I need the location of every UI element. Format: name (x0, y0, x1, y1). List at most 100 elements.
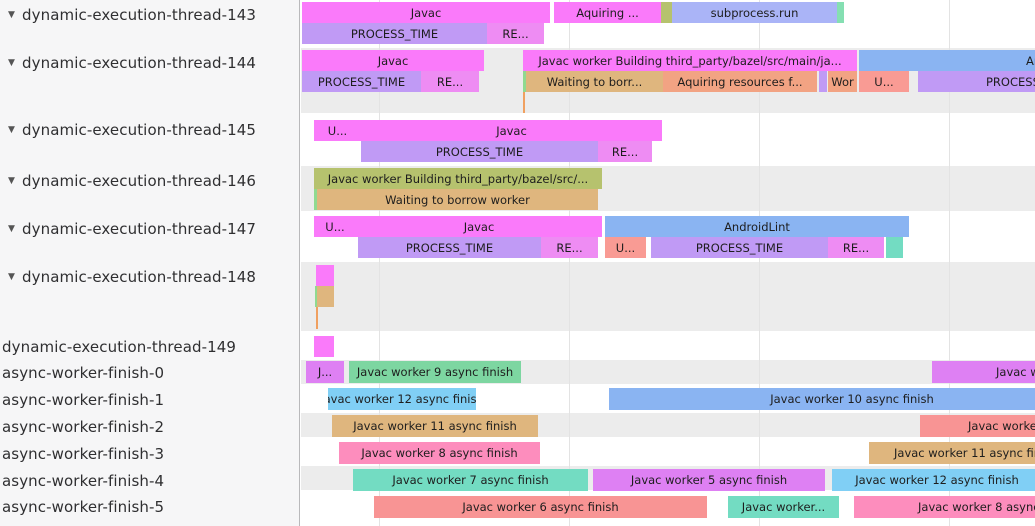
slice-label: RE... (611, 144, 639, 159)
slice-label: RE... (842, 240, 870, 255)
timeline-slice[interactable]: Javac worker 10 async finish (609, 388, 1035, 410)
slice-label: Javac (410, 5, 442, 20)
timeline-slice[interactable]: PROCESS_TIME (358, 237, 541, 258)
slice-label: Aquiring resources f... (677, 74, 803, 89)
timeline-slice[interactable]: Waiting to borr... (526, 71, 663, 92)
slice-label: Javac worker 5 async finish (630, 473, 788, 487)
track-label-row[interactable]: ▼ dynamic-execution-thread-144 (0, 53, 298, 73)
timeline-slice[interactable]: AndroidLint (605, 216, 909, 237)
timeline-slice[interactable]: Javac worker (920, 415, 1035, 437)
timeline-slice[interactable]: PROCESS_TIME (302, 23, 487, 44)
timeline-slice[interactable] (316, 265, 334, 286)
track-name-label: dynamic-execution-thread-149 (2, 338, 237, 356)
slice-label: U... (874, 74, 894, 89)
timeline-slice[interactable]: Javac worker 9 async finish (349, 361, 521, 383)
track-name-label: dynamic-execution-thread-146 (22, 172, 257, 190)
timeline-slice[interactable] (819, 71, 827, 92)
slice-label: Javac worker... (741, 500, 826, 514)
timeline-slice[interactable] (314, 336, 334, 357)
timeline-slice[interactable]: Javac worker 5 async finish (593, 469, 825, 491)
timeline-slice[interactable]: RE... (828, 237, 884, 258)
track-name-label: dynamic-execution-thread-143 (22, 6, 257, 24)
timeline-slice[interactable] (523, 92, 525, 113)
timeline-slice[interactable]: Aquiring ... (554, 2, 661, 23)
timeline-slice[interactable]: U... (859, 71, 909, 92)
timeline-slice[interactable]: Javac worker (932, 361, 1035, 383)
timeline-slice[interactable]: Javac (361, 120, 662, 141)
track-label-row[interactable]: dynamic-execution-thread-149 (0, 337, 300, 357)
time-gridline (759, 0, 760, 526)
slice-label: RE... (556, 240, 583, 255)
timeline-slice[interactable]: Javac (302, 50, 484, 71)
track-label-row[interactable]: ▼ dynamic-execution-thread-147 (0, 219, 298, 239)
timeline-slice[interactable]: Javac worker... (728, 496, 839, 518)
timeline-slice[interactable] (661, 2, 672, 23)
timeline-slice[interactable] (886, 237, 903, 258)
track-name-sidebar: ▼ dynamic-execution-thread-143 ▼ dynamic-ex… (0, 0, 300, 526)
timeline-slice[interactable]: RE... (598, 141, 652, 162)
timeline-slice[interactable]: Javac worker 8 async finish (854, 496, 1035, 518)
track-label-row[interactable]: async-worker-finish-5 (0, 497, 300, 517)
collapse-arrow-icon[interactable]: ▼ (8, 272, 15, 282)
time-gridline (569, 0, 570, 526)
slice-label: U... (327, 123, 348, 138)
timeline-slice[interactable]: RE... (541, 237, 598, 258)
track-name-label: dynamic-execution-thread-147 (22, 220, 257, 238)
track-label-row[interactable]: async-worker-finish-0 (0, 363, 300, 383)
collapse-arrow-icon[interactable]: ▼ (8, 176, 15, 186)
timeline-slice[interactable]: Javac worker 7 async finish (353, 469, 588, 491)
timeline-slice[interactable]: U... (314, 216, 356, 237)
timeline-slice[interactable]: Javac worker 12 async finish (832, 469, 1035, 491)
track-label-row[interactable]: ▼ dynamic-execution-thread-146 (0, 171, 298, 191)
slice-label: Javac worker 11 async finish (894, 446, 1035, 460)
timeline-slice[interactable] (314, 189, 317, 210)
timeline-slice[interactable]: PROCESS_TIME (918, 71, 1035, 92)
timeline-slice[interactable]: Javac (356, 216, 602, 237)
timeline-slice[interactable]: Javac worker 8 async finish (339, 442, 540, 464)
slice-label: Javac worker 12 async finish (855, 473, 1019, 487)
timeline-slice[interactable]: U... (605, 237, 646, 258)
timeline-slice[interactable]: Javac worker 12 async finish (328, 388, 476, 410)
track-label-row[interactable]: async-worker-finish-1 (0, 390, 300, 410)
timeline-slice[interactable]: PROCESS_TIME (302, 71, 421, 92)
timeline-slice[interactable]: PROCESS_TIME (651, 237, 828, 258)
timeline-slice[interactable]: Wor (828, 71, 857, 92)
timeline-slice[interactable] (523, 71, 526, 92)
timeline-slice[interactable]: RE... (487, 23, 544, 44)
timeline-slice[interactable]: Javac worker 11 async finish (332, 415, 538, 437)
track-label-row[interactable]: ▼ dynamic-execution-thread-148 (0, 267, 298, 287)
track-label-row[interactable]: ▼ dynamic-execution-thread-145 (0, 120, 298, 140)
slice-label: subprocess.run (710, 5, 799, 20)
timeline-slice[interactable]: AndroidLint (859, 50, 1035, 71)
timeline-slice[interactable]: Javac worker Building third_party/bazel/… (314, 168, 602, 189)
timeline-slice[interactable] (315, 286, 317, 307)
timeline-slice[interactable]: J... (306, 361, 344, 383)
timeline-slice[interactable]: Javac worker 11 async finish (869, 442, 1035, 464)
timeline-slice[interactable]: PROCESS_TIME (361, 141, 598, 162)
timeline-slice[interactable]: Javac worker 6 async finish (374, 496, 707, 518)
collapse-arrow-icon[interactable]: ▼ (8, 224, 15, 234)
timeline-slice[interactable]: Javac worker Building third_party/bazel/… (523, 50, 857, 71)
timeline-slice[interactable]: U... (314, 120, 361, 141)
track-label-row[interactable]: async-worker-finish-3 (0, 444, 300, 464)
timeline-slice[interactable] (837, 2, 844, 23)
slice-label: Waiting to borr... (546, 74, 643, 89)
track-label-row[interactable]: async-worker-finish-2 (0, 417, 300, 437)
track-label-row[interactable]: ▼ dynamic-execution-thread-143 (0, 5, 298, 25)
slice-label: Javac worker 8 async finish (918, 500, 1035, 514)
collapse-arrow-icon[interactable]: ▼ (8, 10, 15, 20)
timeline-slice[interactable]: Waiting to borrow worker (317, 189, 598, 210)
timeline[interactable]: Javac Aquiring ... subprocess.run PROCESS_T… (301, 0, 1035, 526)
timeline-slice[interactable]: RE... (421, 71, 479, 92)
slice-label: AndroidLint (1026, 53, 1035, 68)
timeline-slice[interactable]: Aquiring resources f... (663, 71, 817, 92)
collapse-arrow-icon[interactable]: ▼ (8, 125, 15, 135)
timeline-slice[interactable]: subprocess.run (672, 2, 837, 23)
collapse-arrow-icon[interactable]: ▼ (8, 58, 15, 68)
slice-label: Javac worker 7 async finish (392, 473, 549, 487)
timeline-slice[interactable] (316, 307, 318, 329)
timeline-slice[interactable]: Javac (302, 2, 550, 23)
timeline-slice[interactable] (317, 286, 334, 307)
track-label-row[interactable]: async-worker-finish-4 (0, 471, 300, 491)
slice-label: AndroidLint (724, 219, 790, 234)
